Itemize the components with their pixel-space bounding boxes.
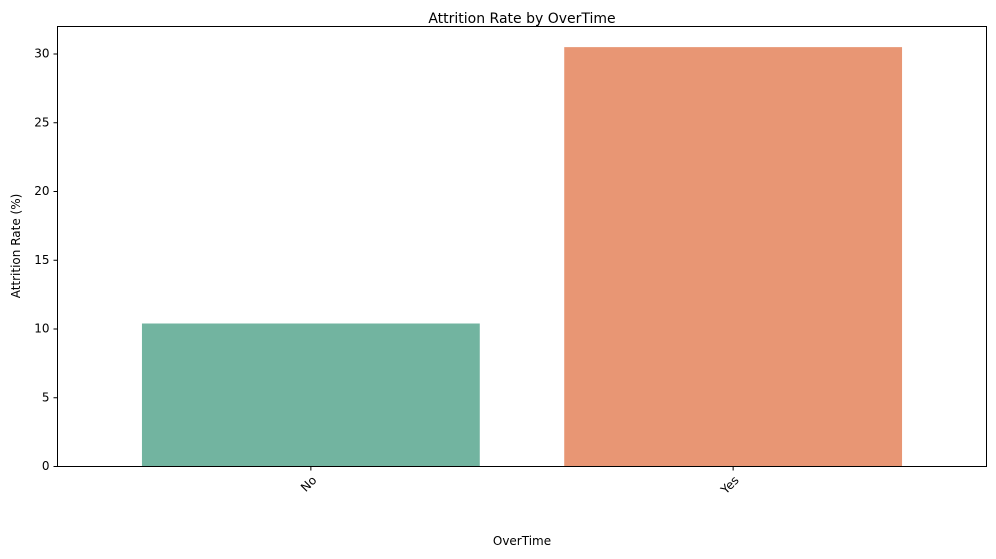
x-axis-label: OverTime	[493, 534, 551, 548]
y-tick-label: 15	[34, 253, 49, 267]
plot-frame	[57, 26, 987, 467]
y-tick-label: 30	[34, 47, 49, 61]
y-tick-label: 10	[34, 322, 49, 336]
y-axis-label: Attrition Rate (%)	[9, 194, 23, 299]
y-tick-label: 0	[42, 459, 50, 473]
y-tick-label: 20	[34, 184, 49, 198]
bar-no	[141, 323, 480, 467]
y-tick-label: 25	[34, 115, 49, 129]
bars-layer	[141, 47, 903, 467]
y-axis: 0 5 10 15 20 25 30	[34, 47, 58, 473]
bar-yes	[564, 47, 903, 467]
y-tick-label: 5	[42, 390, 50, 404]
chart-title: Attrition Rate by OverTime	[428, 11, 615, 27]
